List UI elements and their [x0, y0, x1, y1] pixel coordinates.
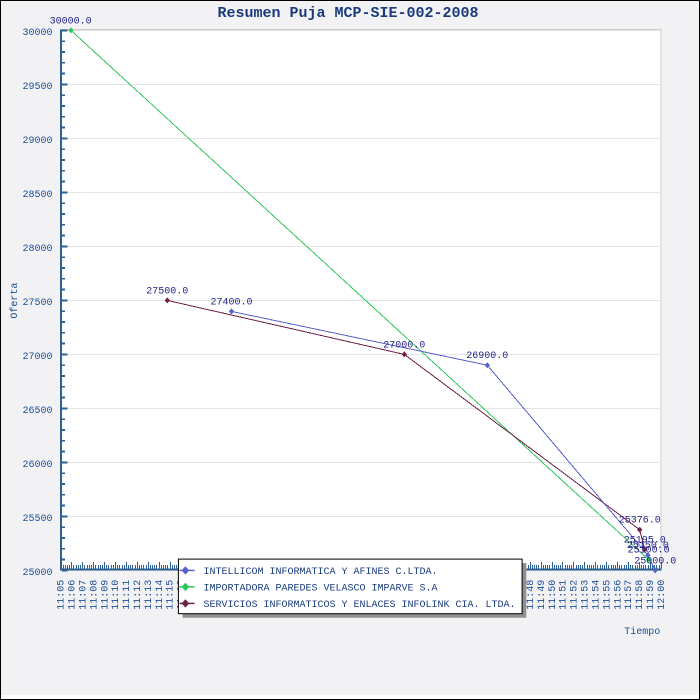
svg-text:25195.0: 25195.0 [624, 535, 666, 546]
svg-text:11:10: 11:10 [111, 580, 122, 610]
svg-text:11:08: 11:08 [89, 580, 100, 610]
svg-text:30000: 30000 [22, 28, 52, 39]
svg-text:29500: 29500 [22, 82, 52, 93]
svg-text:27500: 27500 [22, 298, 52, 309]
svg-text:11:48: 11:48 [526, 580, 537, 610]
svg-text:Oferta: Oferta [9, 283, 21, 319]
svg-text:11:11: 11:11 [122, 580, 133, 610]
svg-text:25000.0: 25000.0 [634, 556, 676, 567]
svg-text:11:06: 11:06 [68, 580, 79, 610]
svg-text:11:52: 11:52 [570, 580, 581, 610]
svg-text:25000: 25000 [22, 568, 52, 579]
svg-text:11:50: 11:50 [548, 580, 559, 610]
svg-text:11:57: 11:57 [624, 580, 635, 610]
svg-text:11:56: 11:56 [613, 580, 624, 610]
svg-text:11:14: 11:14 [155, 580, 166, 610]
svg-text:27500.0: 27500.0 [146, 286, 188, 297]
svg-text:Tiempo: Tiempo [624, 626, 660, 638]
svg-text:30000.0: 30000.0 [50, 16, 92, 27]
svg-text:28000: 28000 [22, 244, 52, 255]
svg-text:25100.0: 25100.0 [628, 546, 670, 557]
svg-text:11:55: 11:55 [602, 580, 613, 610]
svg-text:25500: 25500 [22, 514, 52, 525]
svg-text:25376.0: 25376.0 [619, 516, 661, 527]
svg-text:11:07: 11:07 [78, 580, 89, 610]
svg-text:11:53: 11:53 [581, 580, 592, 610]
svg-text:INTELLICOM INFORMATICA Y AFINE: INTELLICOM INFORMATICA Y AFINES C.LTDA. [204, 567, 438, 578]
svg-text:SERVICIOS INFORMATICOS Y ENLAC: SERVICIOS INFORMATICOS Y ENLACES INFOLIN… [204, 600, 516, 611]
svg-text:11:05: 11:05 [57, 580, 68, 610]
svg-text:11:09: 11:09 [100, 580, 111, 610]
svg-text:27000.0: 27000.0 [383, 340, 425, 351]
svg-text:11:15: 11:15 [166, 580, 177, 610]
svg-text:11:13: 11:13 [144, 580, 155, 610]
svg-text:12:00: 12:00 [657, 580, 668, 610]
svg-text:11:49: 11:49 [537, 580, 548, 610]
svg-text:25150.0: 25150.0 [627, 541, 669, 552]
svg-text:IMPORTADORA PAREDES VELASCO IM: IMPORTADORA PAREDES VELASCO IMPARVE S.A [204, 584, 438, 595]
svg-text:11:58: 11:58 [635, 580, 646, 610]
svg-text:27400.0: 27400.0 [210, 297, 252, 308]
svg-text:11:59: 11:59 [646, 580, 657, 610]
svg-text:11:54: 11:54 [591, 580, 602, 610]
svg-text:Resumen Puja MCP-SIE-002-2008: Resumen Puja MCP-SIE-002-2008 [217, 5, 478, 22]
svg-text:26000: 26000 [22, 460, 52, 471]
svg-text:29000: 29000 [22, 136, 52, 147]
svg-text:26900.0: 26900.0 [466, 351, 508, 362]
svg-text:28500: 28500 [22, 190, 52, 201]
svg-text:11:51: 11:51 [559, 580, 570, 610]
svg-text:26500: 26500 [22, 406, 52, 417]
svg-text:11:12: 11:12 [133, 580, 144, 610]
svg-text:27000: 27000 [22, 352, 52, 363]
